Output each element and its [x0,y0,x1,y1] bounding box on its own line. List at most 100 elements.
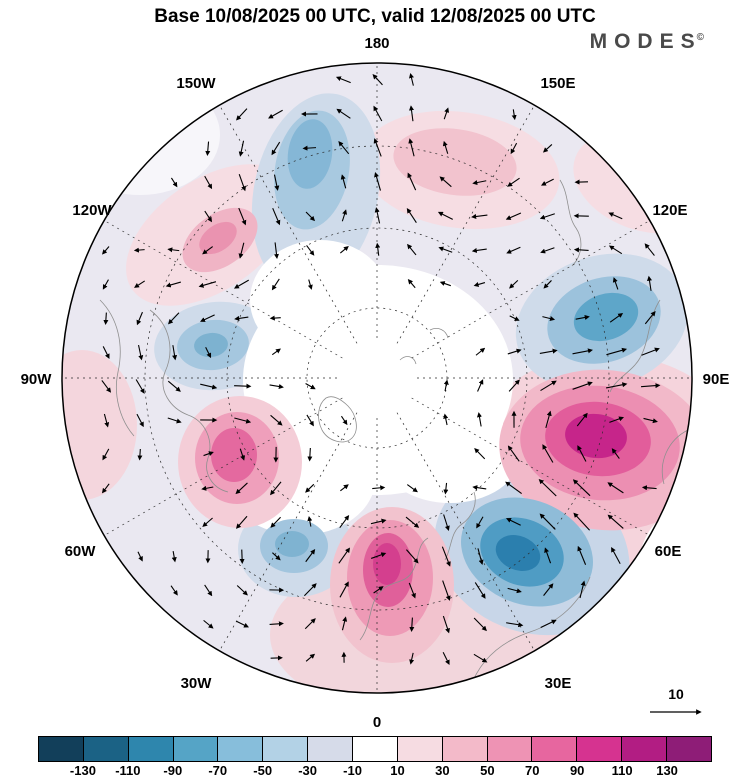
wind-arrow [306,245,315,256]
wind-arrow [271,141,281,156]
colorbar-tick-label: -50 [253,763,273,778]
wind-arrow [200,383,218,390]
wind-arrow [339,515,350,529]
wind-arrow [508,379,520,392]
wind-arrow [103,413,110,428]
wind-arrow [338,547,351,564]
wind-arrow [133,247,145,253]
wind-arrow [335,76,351,84]
coastline-asia-east [661,429,689,485]
wind-arrow [471,213,488,219]
page-title: Base 10/08/2025 00 UTC, valid 12/08/2025… [154,6,596,27]
coastline-europe [359,537,429,641]
wind-arrow [272,552,281,561]
longitude-label: 150W [176,75,216,92]
wind-arrow [507,177,520,187]
colorbar-cell [39,737,84,761]
colorbar-cell [218,737,264,761]
colorbar-cell [487,737,533,761]
wind-arrow [165,281,181,288]
wind-arrow [540,619,557,628]
wind-arrow [476,412,482,427]
wind-arrow [409,72,414,86]
anomaly-shading [62,63,692,693]
wind-arrow [234,417,252,424]
wind-arrow [472,180,487,186]
colorbar-cell [577,737,623,761]
wind-arrow [238,207,247,226]
wind-arrow [609,312,624,323]
colorbar-tick-label: -110 [115,763,141,778]
wind-arrow [607,482,624,494]
longitude-label: 90E [703,371,730,388]
wind-arrow [307,515,313,527]
wind-arrow [473,282,486,287]
longitude-label: 90W [21,371,53,388]
wind-arrow [442,652,450,666]
wind-arrow [336,108,351,119]
longitude-label: 30W [181,675,213,692]
wind-arrow [477,548,484,566]
wind-arrow [305,483,315,493]
wind-arrow [200,314,215,322]
wind-arrow [235,515,248,529]
wind-arrow [172,345,178,361]
wind-arrow [375,242,381,256]
wind-arrow [612,277,619,290]
reference-arrow: 10 [650,686,702,715]
wind-arrow [572,381,593,390]
wind-arrow [640,383,661,389]
colorbar-tick-label: 10 [390,763,405,778]
wind-arrow [408,138,415,157]
wind-arrow [443,413,449,426]
longitude-label: 120E [652,202,687,219]
wind-arrow [373,105,383,122]
wind-arrow [198,281,217,288]
map-boundary [61,62,693,694]
wind-arrow [407,279,416,289]
wind-arrow [167,417,182,424]
wind-arrow [202,517,213,527]
wind-arrow [543,583,554,596]
wind-arrow [204,584,213,597]
wind-arrow [471,247,487,253]
colorbar-tick-label: 30 [435,763,450,778]
longitude-label: 150E [540,75,575,92]
wind-arrow [203,451,214,457]
wind-arrow [542,444,554,463]
wind-arrow [341,209,348,222]
wind-arrow [305,653,316,662]
wind-arrow [407,172,417,191]
wind-arrow [443,514,450,531]
wind-arrow [272,207,281,226]
wind-arrow [442,580,451,601]
colorbar-cell [83,737,129,761]
wind-arrow [373,586,384,594]
coastline-siberia [559,179,582,267]
wind-arrow [269,383,284,389]
wind-arrow [340,415,348,426]
wind-arrow [605,382,628,389]
wind-arrow [374,172,382,191]
wind-arrow [340,174,347,189]
wind-arrow [203,619,214,629]
wind-arrow [643,417,658,424]
wind-arrow [268,109,283,119]
wind-arrow [544,547,552,564]
wind-arrow [269,621,284,627]
wind-arrow [372,74,383,86]
colorbar-cell [308,737,354,761]
wind-arrow [477,379,484,392]
wind-arrow [507,445,520,462]
coastline-north-america-west [99,299,135,437]
wind-arrow [305,383,316,390]
wind-arrow [506,246,521,254]
wind-arrow [442,140,449,154]
wind-arrow [135,379,145,394]
wind-arrow [505,481,522,494]
wind-arrow [405,516,420,528]
wind-arrow [608,245,623,255]
colorbar-tick-labels: -130 -110 -90 -70 -50 -30 -10 10 30 50 70 90 110 130 [38,762,712,782]
colorbar-tick-label: 50 [480,763,495,778]
colorbar-cell [532,737,578,761]
